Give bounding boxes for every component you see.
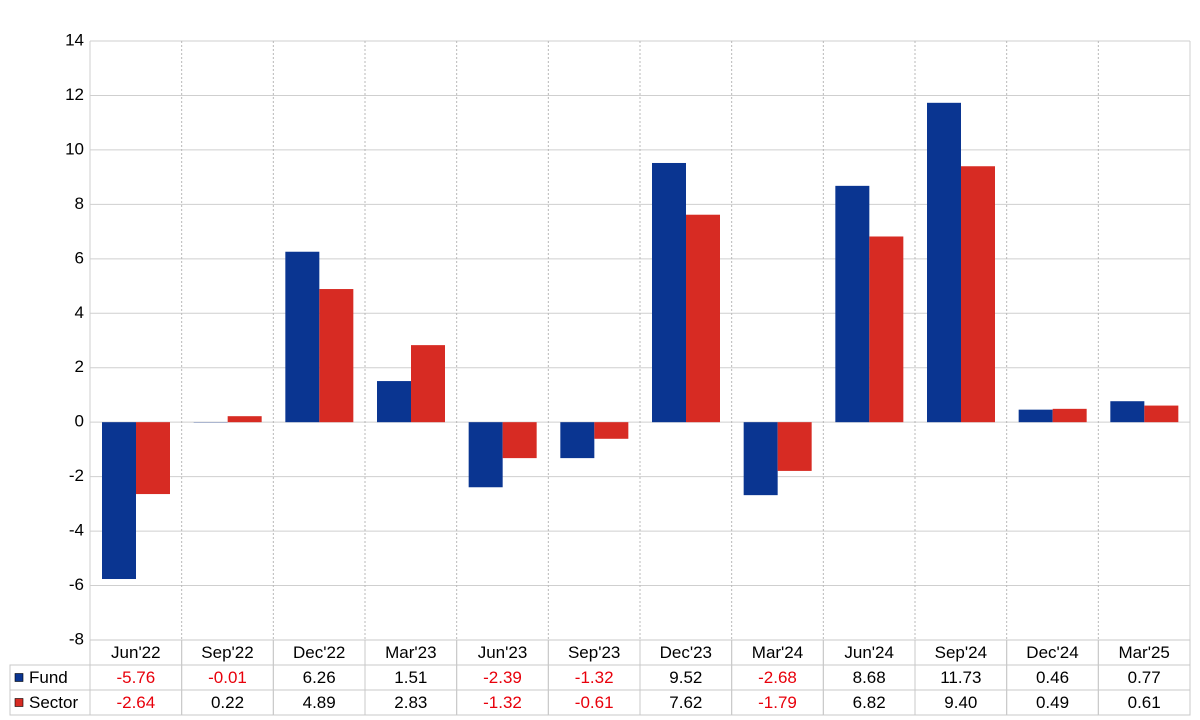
bar — [377, 381, 411, 423]
table-value: -0.61 — [575, 693, 614, 712]
y-tick-label: 12 — [65, 85, 84, 104]
x-tick-label: Mar'25 — [1118, 643, 1169, 662]
x-tick-label: Sep'23 — [568, 643, 620, 662]
bar — [835, 185, 870, 423]
bar — [652, 162, 686, 423]
table-value: 0.22 — [211, 693, 244, 712]
bar — [961, 166, 995, 423]
table-value: 1.51 — [394, 668, 427, 687]
y-tick-label: 14 — [65, 30, 84, 49]
bar — [869, 236, 904, 423]
y-tick-label: 6 — [75, 248, 84, 267]
table-value: 7.62 — [669, 693, 702, 712]
x-tick-label: Jun'23 — [478, 643, 528, 662]
y-tick-label: -4 — [69, 521, 84, 540]
bar — [1144, 405, 1179, 423]
table-value: 9.40 — [944, 693, 977, 712]
table-cell — [9, 689, 91, 716]
table-value: 0.49 — [1036, 693, 1069, 712]
legend-label: Fund — [29, 668, 68, 687]
bar — [594, 422, 629, 439]
table-value: 9.52 — [669, 668, 702, 687]
x-tick-label: Dec'24 — [1026, 643, 1078, 662]
bar — [468, 422, 503, 488]
table-value: 0.46 — [1036, 668, 1069, 687]
y-tick-label: -8 — [69, 629, 84, 648]
bar — [686, 214, 720, 423]
table-value: -5.76 — [116, 668, 155, 687]
legend-swatch — [14, 698, 24, 707]
bar — [927, 102, 961, 423]
bar — [777, 422, 812, 471]
table-value: -2.68 — [758, 668, 797, 687]
table-value: -1.79 — [758, 693, 797, 712]
table-value: -1.32 — [483, 693, 522, 712]
bar — [1110, 401, 1145, 423]
x-tick-label: Jun'24 — [844, 643, 894, 662]
x-tick-label: Sep'24 — [935, 643, 987, 662]
table-value: -2.64 — [116, 693, 155, 712]
bar — [502, 422, 537, 459]
x-tick-label: Mar'23 — [385, 643, 436, 662]
legend-label: Sector — [29, 693, 78, 712]
bar — [1052, 408, 1087, 423]
y-tick-label: -2 — [69, 466, 84, 485]
table-value: 11.73 — [940, 668, 981, 687]
bar — [285, 251, 320, 423]
table-value: 6.26 — [303, 668, 336, 687]
x-tick-label: Dec'23 — [660, 643, 712, 662]
x-tick-label: Dec'22 — [293, 643, 345, 662]
bar — [411, 345, 445, 423]
table-cell — [1097, 689, 1191, 716]
table-value: 8.68 — [853, 668, 886, 687]
table-value: 2.83 — [394, 693, 427, 712]
y-tick-label: 0 — [75, 412, 84, 431]
table-value: -2.39 — [483, 668, 522, 687]
table-value: -0.01 — [208, 668, 247, 687]
bar — [743, 422, 778, 496]
table-value: 6.82 — [853, 693, 886, 712]
y-tick-label: 8 — [75, 194, 84, 213]
bar — [102, 422, 136, 580]
table-value: -1.32 — [575, 668, 614, 687]
table-value: 0.61 — [1128, 693, 1161, 712]
x-tick-label: Mar'24 — [752, 643, 803, 662]
y-tick-label: -6 — [69, 575, 84, 594]
bar — [1018, 409, 1053, 423]
x-tick-label: Sep'22 — [201, 643, 253, 662]
bar — [136, 422, 170, 495]
legend-swatch — [14, 673, 24, 682]
y-tick-label: 10 — [65, 139, 84, 158]
x-tick-label: Jun'22 — [111, 643, 161, 662]
table-value: 4.89 — [303, 693, 336, 712]
table-value: 0.77 — [1128, 668, 1161, 687]
bar — [227, 416, 262, 423]
bar — [560, 422, 595, 459]
y-tick-label: 2 — [75, 357, 84, 376]
bar — [319, 289, 354, 423]
y-tick-label: 4 — [75, 303, 84, 322]
